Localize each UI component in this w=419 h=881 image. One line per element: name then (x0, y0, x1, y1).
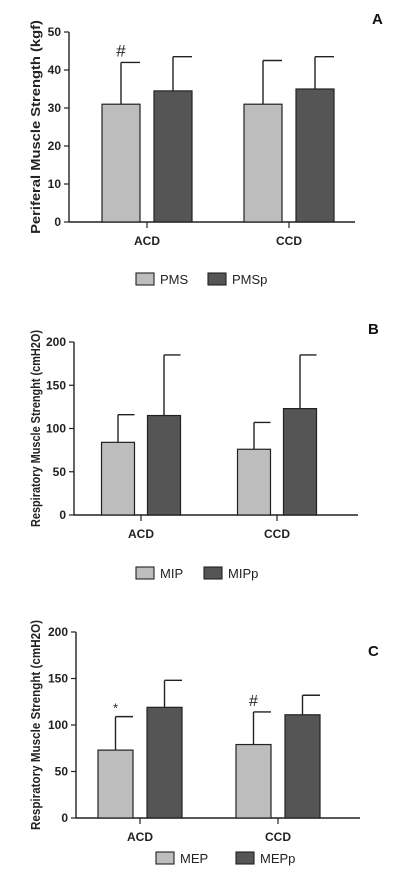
y-tick-label: 0 (61, 811, 68, 825)
legend-label-mep: MEP (180, 851, 208, 866)
bar-mipp-ccd (284, 409, 317, 515)
chart-panel-a: 0 10 20 30 40 50 Periferal Muscle Strength (kg… (29, 11, 383, 287)
y-axis-title: Respiratory Muscle Strenght (cmH2O) (29, 330, 43, 527)
y-axis-title: Respiratory Muscle Strenght (cmH2O) (29, 620, 43, 830)
legend-label-mipp: MIPp (228, 566, 258, 581)
bar-pmsp-ccd (296, 89, 334, 222)
y-tick-label: 50 (55, 765, 69, 779)
legend: MEP MEPp (156, 851, 295, 866)
bar-pmsp-acd (154, 91, 192, 222)
legend: PMS PMSp (136, 272, 267, 287)
bar-mepp-ccd (285, 715, 320, 818)
bar-mip-ccd (238, 449, 271, 515)
x-tick-label: ACD (128, 527, 154, 541)
bar-mepp-acd (147, 707, 182, 818)
legend-swatch-pms (136, 273, 154, 285)
panel-letter: C (368, 643, 379, 660)
bar-mep-ccd (236, 745, 271, 818)
chart-panel-c: 0 50 100 150 200 Respiratory Muscle Strenght … (29, 620, 379, 866)
y-tick-label: 20 (48, 139, 62, 153)
y-tick-label: 200 (46, 335, 66, 349)
significance-marker: # (249, 693, 258, 710)
legend-label-mip: MIP (160, 566, 183, 581)
legend-swatch-pmsp (208, 273, 226, 285)
legend-swatch-mepp (236, 852, 254, 864)
y-tick-label: 40 (48, 63, 62, 77)
legend-swatch-mip (136, 567, 154, 579)
panel-letter: A (372, 11, 383, 28)
y-tick-label: 50 (53, 465, 67, 479)
bar-pms-acd (102, 104, 140, 222)
x-tick-label: CCD (276, 234, 302, 248)
significance-marker: * (113, 701, 118, 716)
x-tick-label: ACD (127, 830, 153, 844)
legend-swatch-mep (156, 852, 174, 864)
legend-label-pms: PMS (160, 272, 189, 287)
bar-pms-ccd (244, 104, 282, 222)
bar-mip-acd (102, 442, 135, 515)
y-tick-label: 100 (48, 718, 68, 732)
y-tick-label: 150 (48, 672, 68, 686)
y-tick-label: 100 (46, 422, 66, 436)
y-tick-label: 0 (59, 508, 66, 522)
y-tick-label: 30 (48, 101, 62, 115)
legend-label-mepp: MEPp (260, 851, 295, 866)
significance-marker: # (116, 41, 126, 60)
y-tick-label: 0 (54, 215, 61, 229)
bar-mipp-acd (148, 416, 181, 515)
y-tick-label: 10 (48, 177, 62, 191)
y-tick-label: 200 (48, 625, 68, 639)
legend-label-pmsp: PMSp (232, 272, 267, 287)
y-tick-label: 50 (48, 25, 62, 39)
panel-letter: B (368, 321, 379, 338)
x-tick-label: CCD (265, 830, 291, 844)
legend: MIP MIPp (136, 566, 258, 581)
legend-swatch-mipp (204, 567, 222, 579)
y-tick-label: 150 (46, 378, 66, 392)
x-tick-label: CCD (264, 527, 290, 541)
x-tick-label: ACD (134, 234, 160, 248)
y-axis-title: Periferal Muscle Strength (kgf) (29, 20, 43, 234)
bar-mep-acd (98, 750, 133, 818)
